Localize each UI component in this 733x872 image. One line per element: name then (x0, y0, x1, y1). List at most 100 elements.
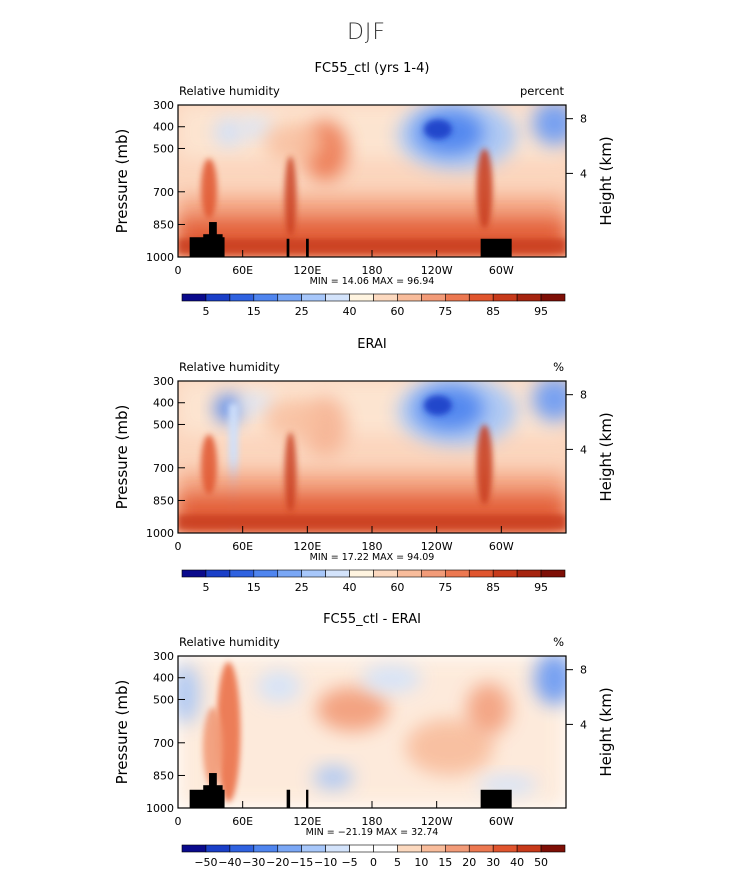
colorbar-swatch (445, 293, 470, 302)
x-tick-label: 180 (362, 264, 383, 277)
colorbar-swatch (301, 569, 326, 578)
colorbar-swatch (205, 293, 231, 302)
x-tick-label: 120E (293, 815, 321, 828)
colorbar-label: 5 (202, 305, 209, 318)
colorbar-swatch (277, 293, 302, 302)
colorbar-label: 40 (343, 305, 357, 318)
negative-indian-ocean (256, 670, 301, 703)
colorbar-swatch (516, 844, 542, 853)
colorbar-label: 0 (370, 856, 377, 869)
units-label: percent (520, 84, 565, 98)
plume-africa (201, 158, 218, 219)
x-tick-label: 0 (175, 540, 182, 553)
topography-mask (203, 785, 223, 808)
colorbar-label: 15 (247, 581, 261, 594)
colorbar-swatch (397, 569, 422, 578)
colorbar-label: 15 (438, 856, 452, 869)
units-label: % (553, 360, 564, 374)
x-tick-label: 120W (421, 540, 453, 553)
topography-mask (480, 238, 512, 257)
colorbar-swatch (421, 293, 446, 302)
x-tick-label: 60W (489, 540, 514, 553)
colorbar-swatch (277, 569, 302, 578)
colorbar-swatch (349, 844, 374, 853)
y-tick-label: 850 (153, 494, 174, 507)
min-max-label: MIN = 17.22 MAX = 94.09 (310, 552, 435, 563)
x-tick-label: 0 (175, 815, 182, 828)
dry-minimum (423, 395, 452, 416)
x-tick-label: 180 (362, 540, 383, 553)
negative-west-edge (534, 656, 566, 705)
colorbar-swatch (229, 293, 255, 302)
x-tick-label: 60E (232, 815, 253, 828)
colorbar-label: 50 (534, 856, 548, 869)
colorbar-swatch (445, 844, 470, 853)
colorbar-label: 15 (247, 305, 261, 318)
dry-region-west-edge (532, 381, 566, 422)
colorbar-swatch (205, 844, 231, 853)
y-tick-label: 850 (153, 218, 174, 231)
colorbar-swatch (349, 293, 374, 302)
colorbar-label: −5 (341, 856, 357, 869)
page-title: DJF (346, 20, 387, 45)
min-max-label: MIN = −21.19 MAX = 32.74 (306, 827, 439, 838)
min-max-label: MIN = 14.06 MAX = 96.94 (310, 276, 435, 287)
colorbar-swatch (492, 844, 518, 853)
y2-tick-label: 4 (580, 718, 587, 731)
colorbar-swatch (325, 569, 350, 578)
colorbar-label: 30 (486, 856, 500, 869)
y-tick-label: 700 (153, 186, 174, 199)
y-axis-label: Pressure (mb) (113, 405, 131, 510)
colorbar-swatch (181, 844, 207, 853)
colorbar-swatch (468, 293, 494, 302)
positive-south-america (466, 683, 511, 736)
plume-africa (201, 434, 218, 495)
topography-mask (286, 789, 291, 808)
colorbar-label: 25 (295, 581, 309, 594)
dry-minimum (423, 119, 452, 140)
topography-mask (480, 789, 512, 808)
y-tick-label: 1000 (146, 527, 174, 540)
colorbar-swatch (349, 569, 374, 578)
topography-mask (306, 789, 309, 808)
x-tick-label: 120W (421, 815, 453, 828)
variable-label: Relative humidity (179, 635, 280, 649)
heatmap-field (178, 656, 566, 808)
y2-axis-label: Height (km) (597, 136, 615, 225)
variable-label: Relative humidity (179, 360, 280, 374)
colorbar-swatch (540, 569, 566, 578)
colorbar-label: 60 (390, 581, 404, 594)
colorbar-swatch (373, 569, 398, 578)
colorbar-swatch (253, 569, 279, 578)
colorbar: −50 −40 −30 −20 −15 −10 −5 0 5 10 15 20 30 40 50 (181, 844, 566, 869)
y-tick-label: 300 (153, 650, 174, 663)
y2-axis-label: Height (km) (597, 687, 615, 776)
colorbar-swatch (421, 844, 446, 853)
colorbar-label: −20 (266, 856, 289, 869)
colorbar-swatch (468, 844, 494, 853)
colorbar-swatch (516, 569, 542, 578)
positive-east-pacific (405, 719, 494, 776)
colorbar-label: 75 (438, 581, 452, 594)
topography-mask (286, 238, 290, 257)
colorbar-swatch (205, 569, 231, 578)
positive-pacific-upper (316, 687, 389, 732)
y-tick-label: 400 (153, 672, 174, 685)
dry-region-africa (214, 118, 243, 147)
colorbar-label: 85 (486, 581, 500, 594)
colorbar-label: 20 (462, 856, 476, 869)
variable-label: Relative humidity (179, 84, 280, 98)
colorbar-label: −30 (242, 856, 265, 869)
colorbar-label: −40 (218, 856, 241, 869)
y-axis-label: Pressure (mb) (113, 129, 131, 234)
y-tick-label: 1000 (146, 802, 174, 815)
colorbar-label: 5 (394, 856, 401, 869)
heatmap-field (178, 381, 566, 533)
x-tick-label: 120E (293, 264, 321, 277)
colorbar-swatch (397, 844, 422, 853)
colorbar-swatch (468, 569, 494, 578)
boundary-layer-max (178, 514, 566, 530)
x-tick-label: 60E (232, 264, 253, 277)
dry-region-west-edge (532, 105, 566, 146)
colorbar-label: 75 (438, 305, 452, 318)
